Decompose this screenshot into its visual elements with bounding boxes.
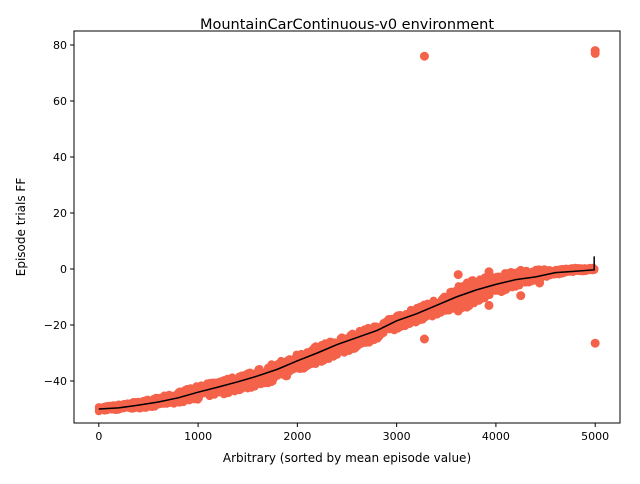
outlier-point xyxy=(516,291,526,301)
data-point xyxy=(485,290,494,299)
plot-frame xyxy=(73,30,621,424)
outlier-point xyxy=(419,334,429,344)
outlier-point xyxy=(516,265,526,275)
y-tick-label: 60 xyxy=(53,95,67,108)
mean-line xyxy=(98,256,595,410)
outlier-point xyxy=(453,306,463,316)
y-tick-label: 0 xyxy=(60,263,67,276)
x-axis: 0 1000 2000 3000 4000 5000 xyxy=(95,423,609,443)
outlier-point xyxy=(590,48,600,58)
x-axis-label: Arbitrary (sorted by mean episode value) xyxy=(223,451,471,465)
y-tick-label: −20 xyxy=(44,319,67,332)
y-tick-label: 20 xyxy=(53,207,67,220)
outlier-point xyxy=(419,51,429,61)
x-tick-label: 1000 xyxy=(184,430,212,443)
x-tick-label: 5000 xyxy=(581,430,609,443)
y-tick-label: 80 xyxy=(53,39,67,52)
line-layer xyxy=(98,256,595,410)
y-tick-label: 40 xyxy=(53,151,67,164)
y-axis-label: Episode trials FF xyxy=(14,178,28,277)
outlier-point xyxy=(590,338,600,348)
outlier-point xyxy=(484,300,494,310)
outlier-point xyxy=(484,267,494,277)
x-tick-label: 4000 xyxy=(482,430,510,443)
x-tick-label: 3000 xyxy=(383,430,411,443)
x-tick-label: 0 xyxy=(95,430,102,443)
outlier-point xyxy=(453,270,463,280)
x-tick-label: 2000 xyxy=(283,430,311,443)
y-axis: −40 −20 0 20 40 60 80 xyxy=(44,39,74,388)
chart-title: MountainCarContinuous-v0 environment xyxy=(200,17,494,33)
y-tick-label: −40 xyxy=(44,375,67,388)
outlier-point xyxy=(535,278,545,288)
